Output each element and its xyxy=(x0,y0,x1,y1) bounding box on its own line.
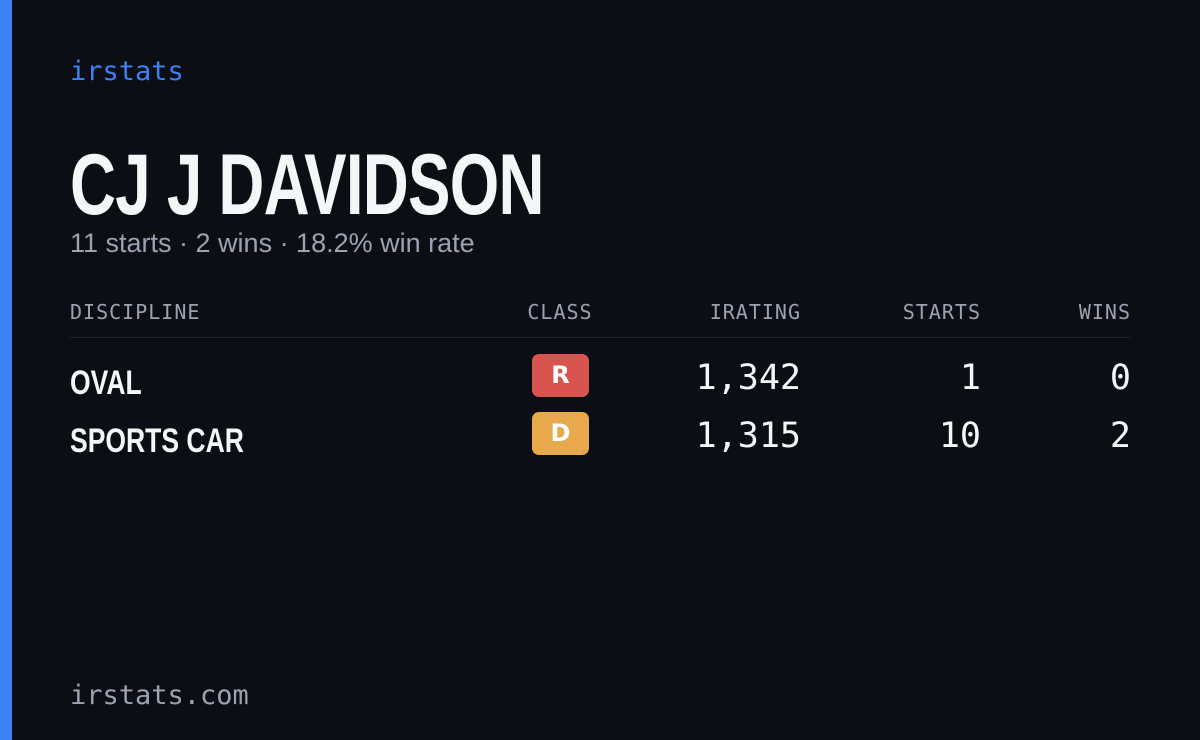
class-badge: R xyxy=(532,354,589,397)
driver-summary: 11 starts · 2 wins · 18.2% win rate xyxy=(70,228,475,258)
header-starts: STARTS xyxy=(902,300,981,324)
driver-name: CJ J DAVIDSON xyxy=(70,137,544,233)
wins: 0 xyxy=(1109,358,1131,398)
irating: 1,315 xyxy=(695,416,801,456)
accent-bar xyxy=(0,0,12,740)
starts: 10 xyxy=(938,416,981,456)
discipline: OVAL xyxy=(70,364,142,402)
header-rule xyxy=(70,337,1130,338)
brand: irstats xyxy=(70,56,184,87)
irating: 1,342 xyxy=(695,358,801,398)
header-wins: WINS xyxy=(1078,300,1131,324)
starts: 1 xyxy=(959,358,981,398)
header-discipline: DISCIPLINE xyxy=(70,300,201,324)
header-class: CLASS xyxy=(527,300,593,324)
class-badge: D xyxy=(532,412,589,455)
footer: irstats.com xyxy=(70,680,249,711)
discipline: SPORTS CAR xyxy=(70,422,244,460)
wins: 2 xyxy=(1109,416,1131,456)
header-irating: IRATING xyxy=(709,300,801,324)
